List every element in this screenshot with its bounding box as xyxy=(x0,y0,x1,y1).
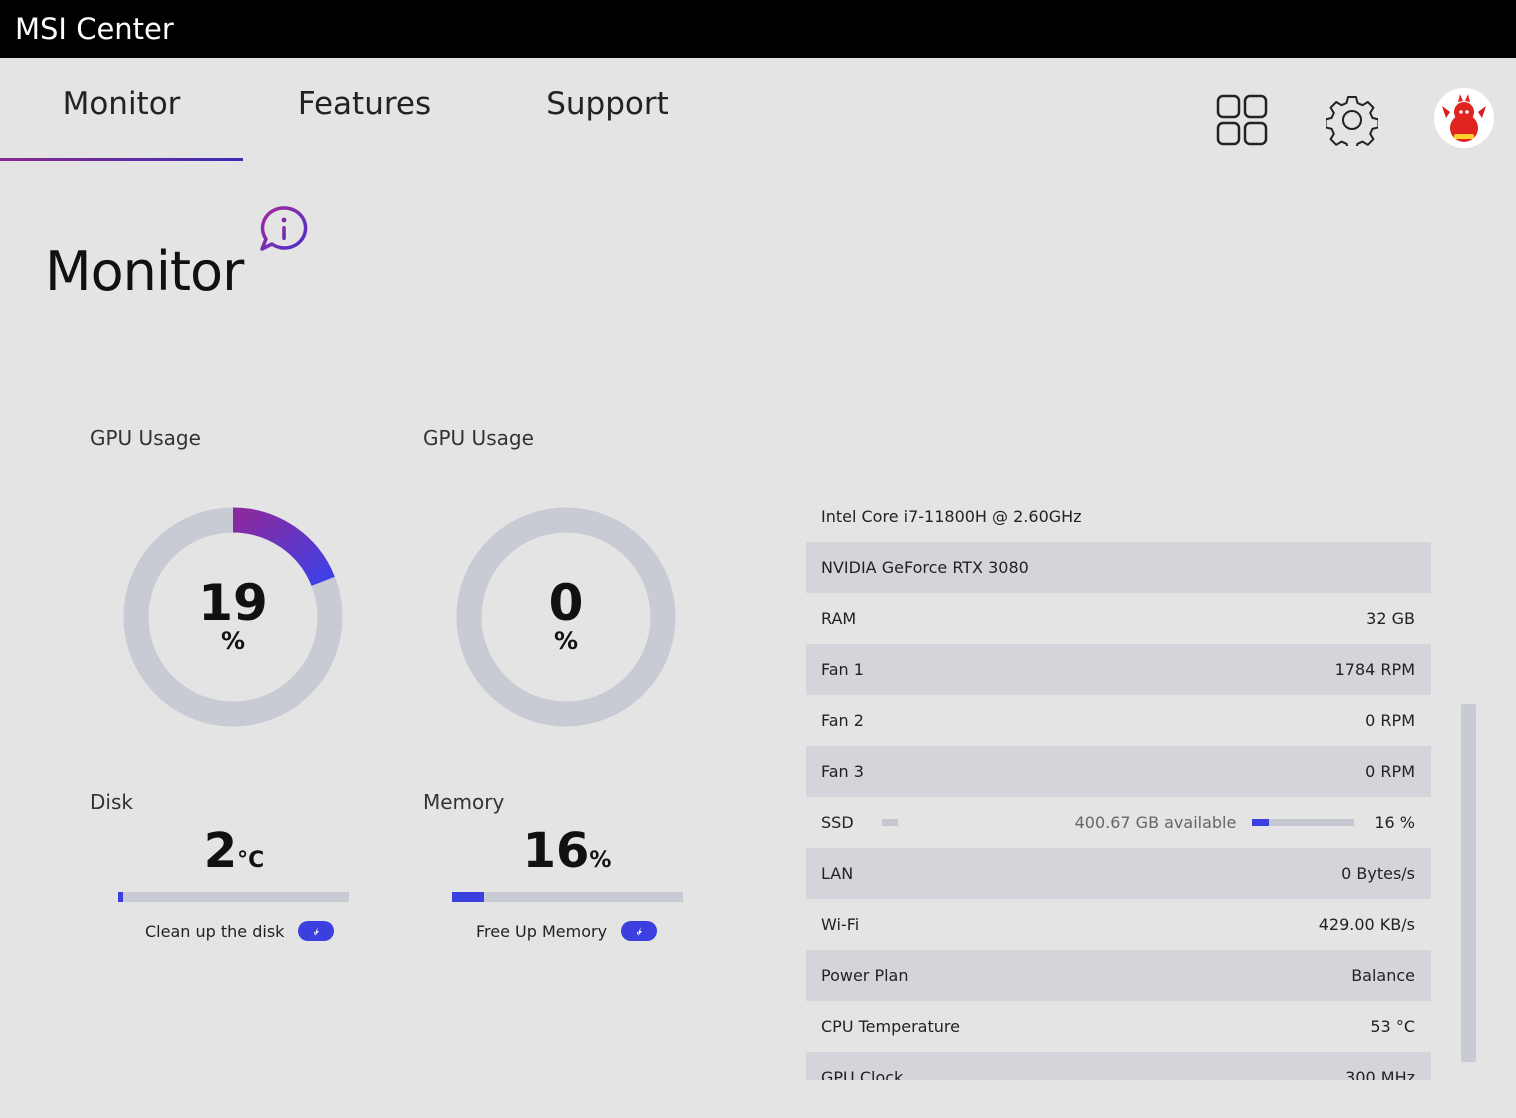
info-row-fan-2: Fan 2 0 RPM xyxy=(806,695,1431,746)
memory-value-unit: % xyxy=(589,848,612,873)
ssd-right: 400.67 GB available 16 % xyxy=(1075,813,1415,832)
info-row-label: Power Plan xyxy=(821,966,909,985)
clean-disk-action: Clean up the disk xyxy=(145,921,335,941)
gpu-usage-value-2: 0 xyxy=(548,574,584,632)
ssd-usage-bar xyxy=(1252,819,1355,826)
disk-progress-fill xyxy=(118,892,123,902)
info-row-power-plan: Power Plan Balance xyxy=(806,950,1431,1001)
info-row-label: Intel Core i7-11800H @ 2.60GHz xyxy=(821,507,1082,526)
ssd-usage-fill xyxy=(1252,819,1269,826)
info-row-value: 0 RPM xyxy=(1365,762,1415,781)
info-row-ram: RAM 32 GB xyxy=(806,593,1431,644)
gpu-usage-label-1: GPU Usage xyxy=(90,426,201,450)
info-row-label: Wi-Fi xyxy=(821,915,860,934)
rocket-icon xyxy=(637,927,643,936)
disk-progress-bar xyxy=(118,892,349,902)
clean-disk-button[interactable] xyxy=(298,921,335,941)
info-row-gpu: NVIDIA GeForce RTX 3080 xyxy=(806,542,1431,593)
ssd-drive-icon xyxy=(881,819,898,826)
gpu-usage-unit-2: % xyxy=(553,627,579,655)
tab-support[interactable]: Support xyxy=(546,85,669,122)
avatar[interactable] xyxy=(1434,88,1494,148)
page-title: Monitor xyxy=(45,240,244,303)
tab-features[interactable]: Features xyxy=(297,85,432,122)
gear-icon[interactable] xyxy=(1326,94,1378,146)
app-title: MSI Center xyxy=(15,12,174,46)
info-icon[interactable] xyxy=(256,203,312,259)
gpu-usage-unit-1: % xyxy=(220,627,246,655)
gpu-usage-gauge-2 xyxy=(456,507,676,727)
info-row-value: 53 °C xyxy=(1370,1017,1415,1036)
info-row-value: 0 Bytes/s xyxy=(1341,864,1415,883)
info-row-label: Fan 2 xyxy=(821,711,864,730)
info-list-scrollbar[interactable] xyxy=(1461,704,1476,1062)
gauge-arc xyxy=(232,507,335,587)
info-row-value: 16 % xyxy=(1374,813,1415,832)
clean-disk-label: Clean up the disk xyxy=(145,921,285,941)
info-row-lan: LAN 0 Bytes/s xyxy=(806,848,1431,899)
ssd-available: 400.67 GB available xyxy=(1074,813,1237,832)
title-bar: MSI Center xyxy=(0,0,1516,58)
ssd-left: SSD xyxy=(821,813,898,832)
disk-value-number: 2 xyxy=(203,823,238,879)
info-row-label: Fan 3 xyxy=(821,762,864,781)
memory-progress-bar xyxy=(452,892,683,902)
system-info-list[interactable]: Intel Core i7-11800H @ 2.60GHz NVIDIA Ge… xyxy=(806,491,1431,1080)
free-memory-button[interactable] xyxy=(621,921,658,941)
info-row-label: Fan 1 xyxy=(821,660,864,679)
info-row-gpu-clock: GPU Clock 300 MHz xyxy=(806,1052,1431,1080)
free-memory-action: Free Up Memory xyxy=(476,921,658,941)
info-row-label: GPU Clock xyxy=(821,1068,904,1080)
memory-label: Memory xyxy=(423,790,505,814)
info-row-value: 300 MHz xyxy=(1345,1068,1415,1080)
info-row-ssd: SSD 400.67 GB available 16 % xyxy=(806,797,1431,848)
info-row-value: 0 RPM xyxy=(1365,711,1415,730)
info-row-label: LAN xyxy=(821,864,854,883)
info-row-value: 32 GB xyxy=(1366,609,1415,628)
gpu-usage-label-2: GPU Usage xyxy=(423,426,534,450)
info-row-cpu-temperature: CPU Temperature 53 °C xyxy=(806,1001,1431,1052)
gpu-usage-value-1: 19 xyxy=(198,574,268,632)
tab-monitor[interactable]: Monitor xyxy=(0,58,243,161)
info-row-label: NVIDIA GeForce RTX 3080 xyxy=(821,558,1029,577)
free-memory-label: Free Up Memory xyxy=(476,921,608,941)
info-row-label: RAM xyxy=(821,609,857,628)
info-row-label: SSD xyxy=(821,813,854,832)
top-nav: Monitor Features Support xyxy=(0,58,1516,161)
rocket-icon xyxy=(314,927,320,936)
disk-label: Disk xyxy=(90,790,133,814)
gpu-usage-gauge-1 xyxy=(123,507,343,727)
info-row-value: 1784 RPM xyxy=(1334,660,1415,679)
info-row-cpu: Intel Core i7-11800H @ 2.60GHz xyxy=(806,491,1431,542)
disk-value: 2°C xyxy=(118,823,350,879)
info-row-value: Balance xyxy=(1351,966,1415,985)
memory-value-number: 16 xyxy=(522,823,590,879)
info-row-value: 429.00 KB/s xyxy=(1318,915,1415,934)
memory-value: 16% xyxy=(451,823,683,879)
disk-value-unit: °C xyxy=(237,848,265,873)
info-row-label: CPU Temperature xyxy=(821,1017,960,1036)
avatar-dragon-icon xyxy=(1434,88,1494,148)
info-row-wifi: Wi-Fi 429.00 KB/s xyxy=(806,899,1431,950)
apps-grid-icon[interactable] xyxy=(1216,94,1268,146)
info-row-fan-3: Fan 3 0 RPM xyxy=(806,746,1431,797)
memory-progress-fill xyxy=(452,892,485,902)
info-row-fan-1: Fan 1 1784 RPM xyxy=(806,644,1431,695)
